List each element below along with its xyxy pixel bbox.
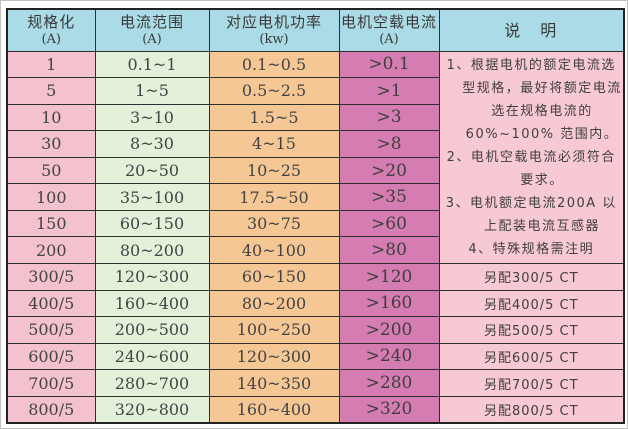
- table-row: 600/5 240~600 120~300 >240 另配600/5 CT: [6, 342, 625, 371]
- motor-power-cell: 40~100: [208, 236, 340, 264]
- note-item-1: 1、根据电机的额定电流选型规格，最好将额定电流选在规格电流的60%~100% 范…: [446, 57, 622, 142]
- motor-power-cell: 1.5~5: [208, 103, 340, 132]
- header-motor-power-title: 对应电机功率: [225, 13, 322, 32]
- table-row: 100 35~100 17.5~50 >35: [6, 183, 624, 211]
- spec-cell: 300/5: [6, 263, 96, 291]
- current-range-cell: 120~300: [94, 263, 210, 291]
- current-range-cell: 80~200: [94, 236, 210, 264]
- spec-cell: 50: [6, 156, 96, 185]
- header-motor-power-unit: (kw): [259, 32, 289, 48]
- header-no-load-current-title: 电机空载电流: [340, 13, 437, 32]
- table-row: 200 80~200 40~100 >80: [6, 236, 624, 264]
- table-row: 500/5 200~500 100~250 >200 另配500/5 CT: [6, 316, 625, 344]
- current-range-cell: 240~600: [94, 342, 210, 371]
- no-load-current-cell: >320: [338, 395, 440, 424]
- ct-note-cell: 另配700/5 CT: [438, 369, 625, 397]
- header-row: 规格化 (A) 电流范围 (A) 对应电机功率 (kw) 电机空载电流 (A) …: [6, 8, 625, 52]
- header-notes-title: 说 明: [504, 20, 559, 40]
- spec-cell: 500/5: [6, 316, 96, 344]
- table-row: 1 0.1~1 0.1~0.5 >0.1 1、根据电机的额定电流选型规格，最好将…: [6, 50, 625, 264]
- header-spec: 规格化 (A): [6, 8, 96, 52]
- no-load-current-cell: >240: [338, 342, 440, 371]
- motor-power-cell: 140~350: [208, 369, 340, 397]
- current-range-cell: 20~50: [94, 156, 210, 185]
- note-item-2: 2、电机空载电流必须符合要求。: [446, 149, 616, 188]
- motor-power-cell: 0.5~2.5: [208, 77, 340, 105]
- motor-power-cell: 60~150: [208, 263, 340, 291]
- spec-cell: 1: [6, 50, 96, 79]
- ct-note-cell: 另配500/5 CT: [438, 316, 625, 344]
- motor-power-cell: 80~200: [208, 289, 340, 318]
- ct-note-cell: 另配400/5 CT: [438, 289, 625, 318]
- table-row: 10 3~10 1.5~5 >3: [6, 103, 624, 132]
- spec-cell: 600/5: [6, 342, 96, 371]
- header-motor-power: 对应电机功率 (kw): [208, 8, 340, 52]
- notes-merged-cell: 1、根据电机的额定电流选型规格，最好将额定电流选在规格电流的60%~100% 范…: [438, 50, 625, 264]
- motor-power-cell: 160~400: [208, 395, 340, 424]
- header-spec-title: 规格化: [27, 13, 76, 32]
- spec-table: 规格化 (A) 电流范围 (A) 对应电机功率 (kw) 电机空载电流 (A) …: [6, 8, 625, 424]
- motor-power-cell: 100~250: [208, 316, 340, 344]
- spec-cell: 10: [6, 103, 96, 132]
- no-load-current-cell: >60: [338, 209, 440, 238]
- spec-cell: 100: [6, 183, 96, 211]
- no-load-current-cell: >20: [338, 156, 440, 185]
- header-current-range-title: 电流范围: [119, 13, 184, 32]
- current-range-cell: 320~800: [94, 395, 210, 424]
- spec-cell: 30: [6, 130, 96, 158]
- header-no-load-current: 电机空载电流 (A): [338, 8, 440, 52]
- no-load-current-cell: >35: [338, 183, 440, 211]
- table-row: 800/5 320~800 160~400 >320 另配800/5 CT: [6, 395, 625, 424]
- current-range-cell: 0.1~1: [94, 50, 210, 79]
- table-row: 150 60~150 30~75 >60: [6, 209, 624, 238]
- no-load-current-cell: >200: [338, 316, 440, 344]
- ct-note-cell: 另配800/5 CT: [438, 395, 625, 424]
- no-load-current-cell: >3: [338, 103, 440, 132]
- spec-cell: 700/5: [6, 369, 96, 397]
- motor-power-cell: 17.5~50: [208, 183, 340, 211]
- current-range-cell: 8~30: [94, 130, 210, 158]
- table-row: 300/5 120~300 60~150 >120 另配300/5 CT: [6, 263, 625, 291]
- no-load-current-cell: >120: [338, 263, 440, 291]
- header-spec-unit: (A): [41, 32, 62, 48]
- current-range-cell: 160~400: [94, 289, 210, 318]
- no-load-current-cell: >8: [338, 130, 440, 158]
- no-load-current-cell: >80: [338, 236, 440, 264]
- header-current-range: 电流范围 (A): [94, 8, 210, 52]
- no-load-current-cell: >1: [338, 77, 440, 105]
- ct-note-cell: 另配600/5 CT: [438, 342, 625, 371]
- header-no-load-current-unit: (A): [379, 32, 399, 48]
- header-current-range-unit: (A): [142, 32, 162, 48]
- spec-cell: 5: [6, 77, 96, 105]
- ct-note-cell: 另配300/5 CT: [438, 263, 625, 291]
- header-notes: 说 明: [438, 8, 625, 52]
- no-load-current-cell: >280: [338, 369, 440, 397]
- current-range-cell: 200~500: [94, 316, 210, 344]
- note-item-3: 3、电机额定电流200A 以上配装电流互感器: [445, 195, 617, 234]
- spec-cell: 200: [6, 236, 96, 264]
- table-row: 700/5 280~700 140~350 >280 另配700/5 CT: [6, 369, 625, 397]
- table-row: 5 1~5 0.5~2.5 >1: [6, 77, 624, 105]
- no-load-current-cell: >0.1: [338, 50, 440, 79]
- current-range-cell: 60~150: [94, 209, 210, 238]
- current-range-cell: 3~10: [94, 103, 210, 132]
- no-load-current-cell: >160: [338, 289, 440, 318]
- motor-power-cell: 30~75: [208, 209, 340, 238]
- motor-power-cell: 0.1~0.5: [208, 50, 340, 79]
- note-item-4: 4、特殊规格需注明: [468, 241, 595, 257]
- motor-power-cell: 10~25: [208, 156, 340, 185]
- spec-cell: 800/5: [6, 395, 96, 424]
- spec-cell: 150: [6, 209, 96, 238]
- spec-cell: 400/5: [6, 289, 96, 318]
- current-range-cell: 1~5: [94, 77, 210, 105]
- motor-power-cell: 120~300: [208, 342, 340, 371]
- table-row: 400/5 160~400 80~200 >160 另配400/5 CT: [6, 289, 625, 318]
- current-range-cell: 280~700: [94, 369, 210, 397]
- current-range-cell: 35~100: [94, 183, 210, 211]
- motor-power-cell: 4~15: [208, 130, 340, 158]
